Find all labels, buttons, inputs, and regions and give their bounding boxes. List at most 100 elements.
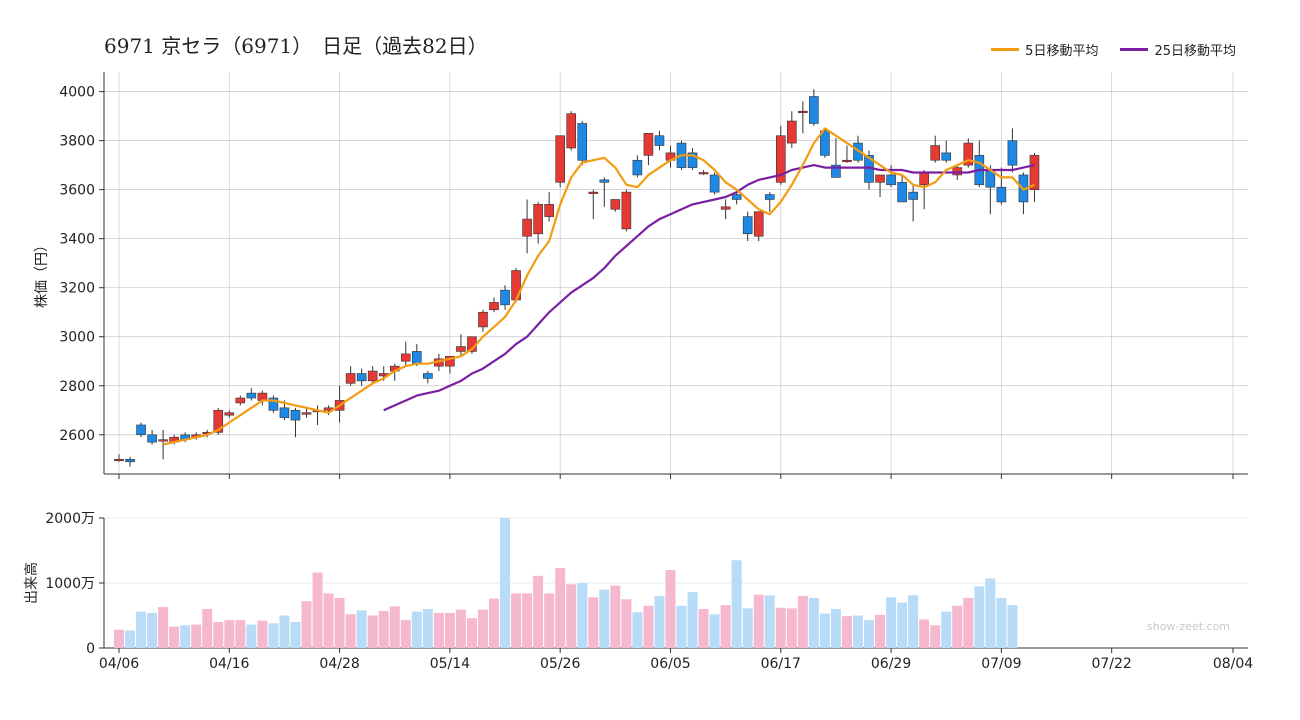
x-tick-label: 04/16 <box>209 656 249 672</box>
volume-bar-down <box>864 620 875 648</box>
volume-bar-down <box>246 624 257 648</box>
candle-body-down <box>147 434 157 443</box>
candle <box>886 165 896 188</box>
candle <box>544 192 554 222</box>
candle <box>400 341 411 367</box>
x-tick-label: 08/04 <box>1213 656 1253 672</box>
volume-bar-up <box>489 598 500 648</box>
candle <box>941 140 952 163</box>
price-axis-label: 株価（円） <box>34 238 50 308</box>
volume-bar-down <box>709 614 720 648</box>
candle <box>831 138 841 178</box>
candle <box>809 89 819 126</box>
candle <box>709 172 720 195</box>
volume-bar-down <box>852 615 863 648</box>
candle-body-down <box>290 409 301 421</box>
candle-body-up <box>158 439 168 442</box>
price-ytick-label: 3600 <box>59 183 95 199</box>
candle-body-down <box>886 174 896 186</box>
candle-body-up <box>1029 155 1040 190</box>
candle <box>555 135 565 188</box>
candle-body-up <box>478 311 488 328</box>
candle-body-down <box>599 179 610 183</box>
legend-item-ma5: 5日移動平均 <box>991 40 1098 59</box>
candle-body-up <box>621 191 632 230</box>
volume-bar-up <box>202 609 213 648</box>
volume-bar-down <box>577 583 588 648</box>
candle-body-up <box>798 110 808 114</box>
candle <box>996 167 1007 205</box>
volume-bar-up <box>444 612 455 648</box>
volume-bar-down <box>180 625 191 648</box>
volume-bar-up <box>555 568 566 648</box>
candle-body-down <box>941 152 952 161</box>
volume-bar-up <box>643 605 654 648</box>
candle-body-up <box>643 132 654 156</box>
legend-item-ma25: 25日移動平均 <box>1120 40 1236 59</box>
candle <box>654 130 665 151</box>
volume-bar-up <box>345 614 356 648</box>
volume-bar-up <box>875 614 886 648</box>
candle-body-up <box>224 412 235 416</box>
candle <box>511 268 521 303</box>
volume-bar-up <box>775 607 786 648</box>
volume-bar-up <box>841 616 852 648</box>
volume-bar-down <box>886 597 897 648</box>
candle-body-up <box>720 206 731 210</box>
candle <box>698 170 709 175</box>
candle <box>908 184 918 222</box>
candle <box>224 410 235 418</box>
candle <box>875 174 885 198</box>
volume-bar-up <box>698 609 709 648</box>
candle <box>577 121 588 166</box>
candle <box>522 199 532 254</box>
candle <box>798 101 808 134</box>
candle-body-up <box>875 174 885 183</box>
candle <box>632 155 643 178</box>
volume-bar-up <box>312 572 323 648</box>
candle <box>301 407 312 418</box>
candle-body-up <box>533 204 543 235</box>
candle-body-down <box>996 186 1007 203</box>
volume-bar-down <box>908 595 919 648</box>
candle <box>456 334 466 357</box>
legend-label-ma5: 5日移動平均 <box>1025 44 1099 59</box>
candle-body-up <box>555 135 565 183</box>
candle <box>610 199 621 212</box>
candle <box>246 388 257 401</box>
volume-bar-up <box>797 596 808 648</box>
candle-body-down <box>908 191 918 200</box>
volume-bar-down <box>500 518 511 648</box>
candle <box>1018 172 1029 215</box>
candle <box>533 201 543 244</box>
watermark: show-zeet.com <box>1147 620 1231 633</box>
candle-body-up <box>610 199 621 210</box>
ma5-line <box>162 127 1035 446</box>
volume-bar-down <box>731 560 742 648</box>
volume-bar-down <box>422 609 433 648</box>
volume-bar-down <box>742 608 753 648</box>
candle-body-up <box>952 167 963 176</box>
x-tick-label: 04/28 <box>319 656 359 672</box>
candle-body-up <box>114 458 124 462</box>
candle-body-down <box>709 174 720 193</box>
candle-body-up <box>522 218 532 237</box>
candle <box>268 395 279 413</box>
candle <box>489 297 499 313</box>
price-ytick-label: 2600 <box>59 428 95 444</box>
volume-bar-up <box>455 609 466 648</box>
candle-body-up <box>445 356 455 367</box>
volume-bar-up <box>114 629 124 648</box>
candle-body-up <box>213 409 224 433</box>
candle <box>842 145 852 163</box>
legend-line-ma25-icon <box>1120 48 1149 51</box>
volume-ytick-label: 0 <box>86 641 95 657</box>
volume-bar-up <box>544 593 555 648</box>
volume-bar-down <box>974 586 985 648</box>
volume-bar-down <box>676 605 687 648</box>
candle <box>147 429 157 445</box>
candle-body-up <box>963 142 974 166</box>
candle <box>897 174 907 203</box>
candle <box>599 177 610 207</box>
